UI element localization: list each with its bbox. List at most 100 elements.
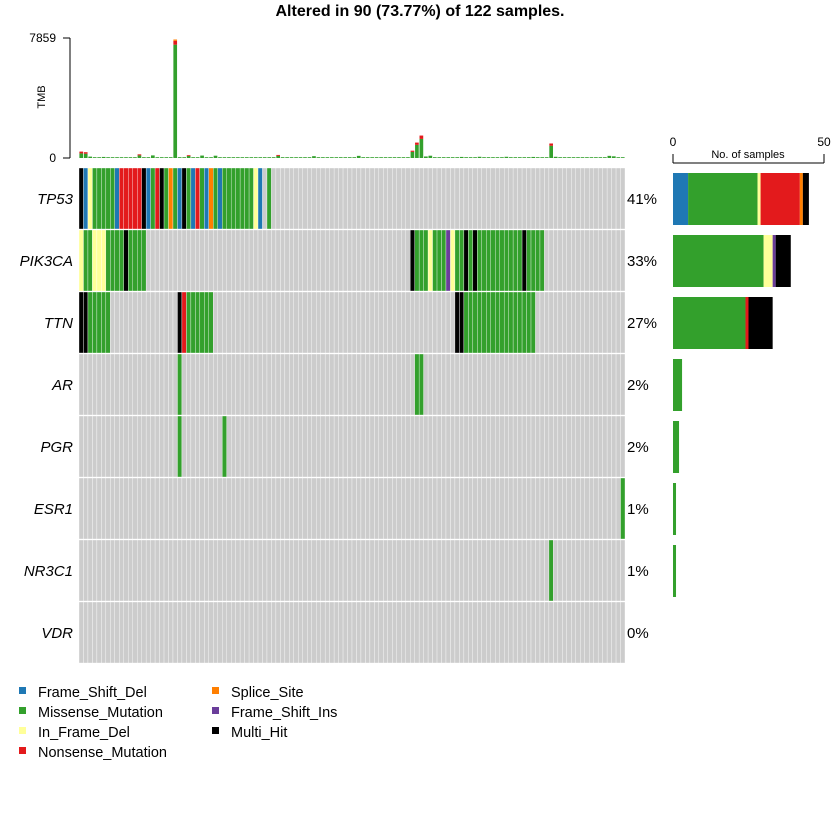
matrix-cell	[427, 353, 433, 416]
matrix-cell	[410, 229, 415, 292]
matrix-cell	[217, 353, 223, 416]
matrix-cell	[602, 291, 608, 354]
count-bar-segment	[673, 173, 689, 225]
matrix-cell	[535, 291, 541, 354]
matrix-cell	[204, 601, 209, 664]
matrix-cell	[96, 291, 102, 354]
matrix-cell	[128, 415, 133, 478]
matrix-cell	[289, 291, 294, 354]
legend-swatch-splice-site	[212, 687, 219, 694]
matrix-cell	[503, 353, 509, 416]
matrix-cell	[495, 291, 500, 354]
matrix-cell	[566, 353, 572, 416]
matrix-cell	[387, 291, 393, 354]
matrix-cell	[83, 291, 89, 354]
matrix-cell	[244, 601, 250, 664]
matrix-cell	[298, 539, 303, 602]
tmb-bar-segment	[415, 142, 419, 145]
tmb-bars	[79, 39, 625, 159]
matrix-cell	[222, 291, 227, 354]
matrix-cell	[141, 353, 147, 416]
matrix-cell	[589, 229, 594, 292]
matrix-cell	[553, 539, 559, 602]
matrix-cell	[141, 229, 147, 292]
matrix-cell	[320, 167, 326, 230]
matrix-cell	[298, 167, 303, 230]
matrix-cell	[575, 167, 581, 230]
tmb-bar-segment	[477, 156, 482, 158]
tmb-bar-segment	[177, 157, 182, 158]
matrix-cell	[405, 477, 411, 540]
matrix-cell	[405, 415, 411, 478]
matrix-cell	[105, 415, 111, 478]
tmb-bar-segment	[410, 150, 415, 152]
matrix-cell	[436, 477, 442, 540]
matrix-cell	[145, 415, 151, 478]
matrix-cell	[253, 415, 259, 478]
tmb-bar-segment	[580, 157, 585, 158]
matrix-cell	[329, 415, 335, 478]
matrix-cell	[521, 415, 527, 478]
matrix-cell	[351, 415, 357, 478]
matrix-cell	[217, 539, 223, 602]
matrix-cell	[311, 477, 317, 540]
tmb-bar-segment	[347, 157, 352, 158]
matrix-cell	[423, 229, 429, 292]
tmb-bar-segment	[115, 157, 119, 158]
tmb-bar-segment	[128, 157, 133, 158]
tmb-bar-segment	[173, 39, 178, 41]
matrix-cell	[280, 229, 286, 292]
gene-label-pgr: PGR	[40, 439, 73, 456]
percentage-label-esr1: 1%	[627, 501, 649, 518]
matrix-cell	[526, 477, 532, 540]
gene-label-tp53: TP53	[37, 191, 74, 208]
matrix-cell	[163, 415, 169, 478]
matrix-cell	[128, 477, 133, 540]
matrix-cell	[432, 415, 438, 478]
matrix-cell	[392, 291, 397, 354]
matrix-cell	[378, 539, 384, 602]
matrix-cell	[436, 539, 442, 602]
matrix-cell	[535, 601, 541, 664]
matrix-cell	[235, 415, 241, 478]
matrix-cell	[396, 539, 402, 602]
matrix-cell	[333, 415, 339, 478]
matrix-cell	[338, 353, 344, 416]
matrix-cell	[222, 167, 227, 230]
matrix-cell	[441, 353, 447, 416]
matrix-cell	[503, 601, 509, 664]
tmb-bar-segment	[222, 157, 227, 158]
matrix-cell	[347, 477, 353, 540]
matrix-cell	[217, 477, 223, 540]
matrix-cell	[392, 601, 397, 664]
tmb-bar-segment	[437, 157, 442, 158]
matrix-cell	[302, 167, 308, 230]
matrix-cell	[324, 601, 330, 664]
matrix-cell	[137, 415, 142, 478]
matrix-cell	[365, 415, 371, 478]
matrix-cell	[235, 353, 241, 416]
matrix-cell	[606, 601, 612, 664]
matrix-cell	[137, 539, 142, 602]
percentage-label-pik3ca: 33%	[627, 253, 657, 270]
matrix-cell	[132, 353, 138, 416]
tmb-bar-segment	[97, 157, 101, 158]
matrix-cell	[235, 229, 241, 292]
count-axis-label: No. of samples	[711, 149, 785, 161]
matrix-cell	[208, 477, 214, 540]
matrix-cell	[284, 353, 290, 416]
matrix-cell	[208, 229, 214, 292]
matrix-cell	[213, 229, 218, 292]
tmb-bar-segment	[83, 152, 88, 154]
matrix-cell	[468, 477, 474, 540]
matrix-cell	[571, 477, 576, 540]
matrix-cell	[392, 353, 397, 416]
matrix-cell	[311, 415, 317, 478]
tmb-bar-segment	[200, 155, 204, 158]
matrix-cell	[615, 477, 621, 540]
matrix-cell	[235, 539, 241, 602]
matrix-cell	[128, 539, 133, 602]
tmb-bar-segment	[249, 157, 254, 158]
matrix-cell	[615, 539, 621, 602]
